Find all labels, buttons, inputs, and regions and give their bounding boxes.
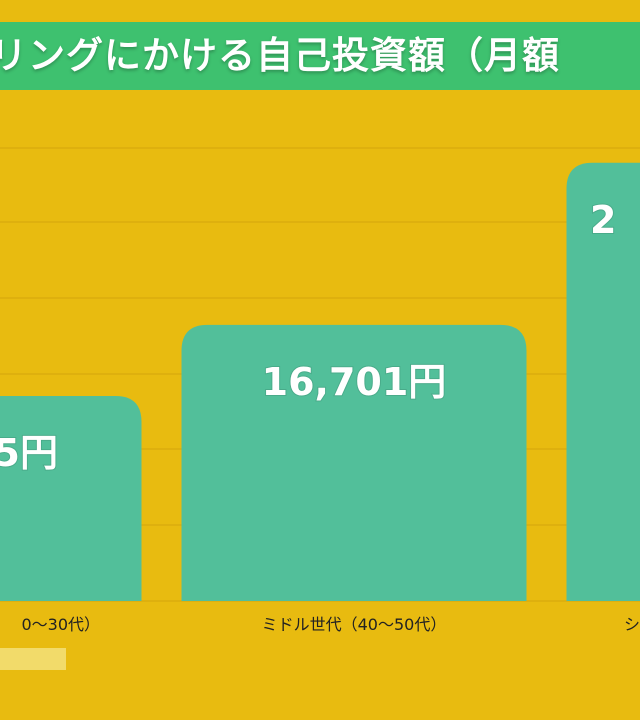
data-label: 5円 [0,431,58,475]
category-label: ミドル世代（40〜50代） [262,615,447,634]
bar [566,162,640,601]
chart-title: リングにかける自己投資額（月額 [0,34,560,77]
title-band: リングにかける自己投資額（月額 [0,22,640,90]
data-label: 2 [590,198,616,242]
category-label: シ [624,615,640,634]
category-label: 0〜30代） [21,615,100,634]
bar [0,395,142,601]
bar [181,324,527,601]
legend-swatch [0,648,66,670]
data-label: 16,701円 [262,360,447,404]
